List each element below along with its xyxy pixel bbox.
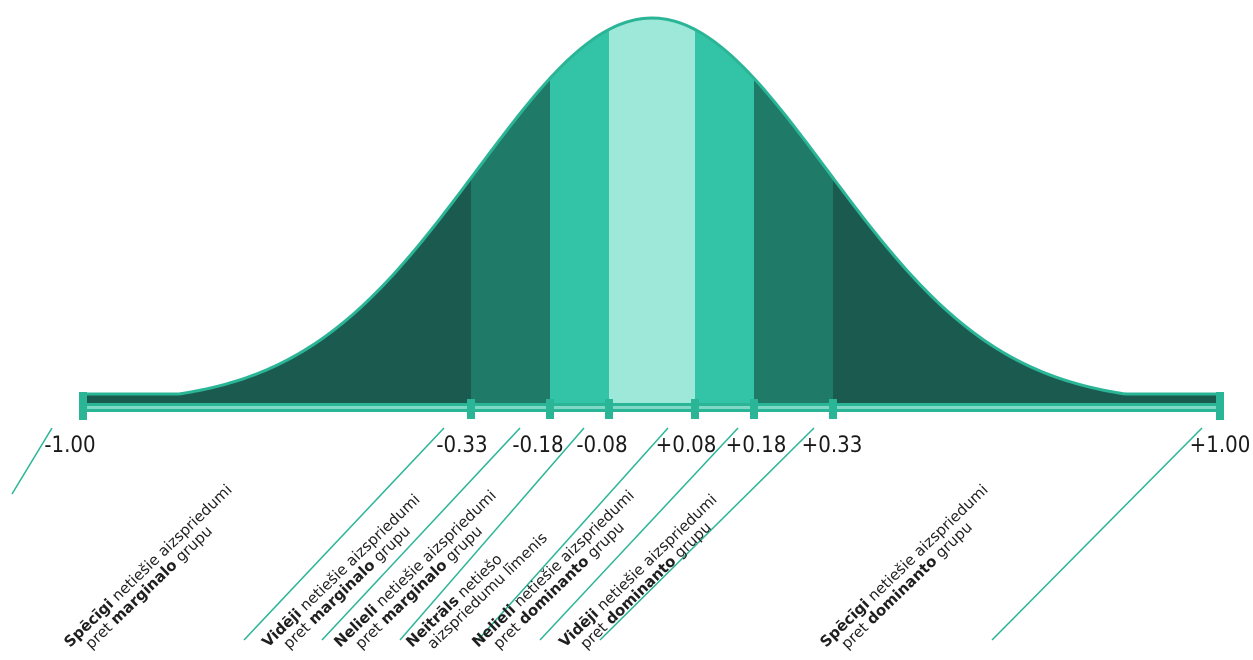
leader-line-1 (243, 427, 445, 641)
svg-text:Spēcīgi netiešie aizspriedumi: Spēcīgi netiešie aizspriedumi (816, 481, 991, 651)
band-strong-6 (833, 18, 1220, 404)
tick-label: +0.08 (656, 433, 717, 458)
band-moderate-5 (754, 18, 834, 404)
leader-line-5 (539, 427, 739, 641)
tick-mark-3 (605, 399, 613, 419)
band-moderate-1 (471, 18, 551, 404)
tick-mark-6 (829, 399, 837, 419)
tick-mark-0 (79, 392, 87, 420)
tick-label: -0.18 (512, 433, 563, 458)
curve-outline (83, 16, 1219, 396)
leader-line-6 (599, 427, 815, 641)
tick-label: +1.00 (1190, 433, 1251, 458)
band-slight-4 (695, 18, 755, 404)
band-strong-0 (83, 18, 472, 404)
tick-mark-7 (1216, 392, 1224, 420)
tick-mark-4 (691, 399, 699, 419)
svg-text:pret marginalo grupu: pret marginalo grupu (81, 522, 215, 653)
tick-mark-2 (546, 399, 554, 419)
leader-line-2 (321, 427, 521, 641)
leader-lines (11, 427, 1203, 641)
band-slight-2 (550, 18, 610, 404)
scale-axis (79, 392, 1224, 420)
tick-labels: -1.00 -0.33 -0.18 -0.08 +0.08 +0.18 +0.33 +1.00 (44, 433, 1250, 458)
svg-text:Spēcīgi netiešie aizspriedumi: Spēcīgi netiešie aizspriedumi (60, 481, 235, 651)
leader-line-3 (399, 427, 585, 641)
axis-bar-inner (87, 406, 1217, 409)
leader-line-0 (11, 427, 53, 495)
leader-line-7 (991, 427, 1203, 641)
band-neutral-3 (609, 18, 696, 404)
svg-text:pret dominanto grupu: pret dominanto grupu (837, 518, 975, 653)
tick-label: -1.00 (44, 433, 95, 458)
tick-mark-1 (467, 399, 475, 419)
tick-label: -0.08 (576, 433, 627, 458)
curve-bands (83, 18, 1220, 404)
leader-line-4 (477, 427, 669, 641)
tick-label: +0.18 (726, 433, 787, 458)
tick-mark-5 (750, 399, 758, 419)
tick-label: -0.33 (436, 433, 487, 458)
tick-label: +0.33 (802, 433, 863, 458)
